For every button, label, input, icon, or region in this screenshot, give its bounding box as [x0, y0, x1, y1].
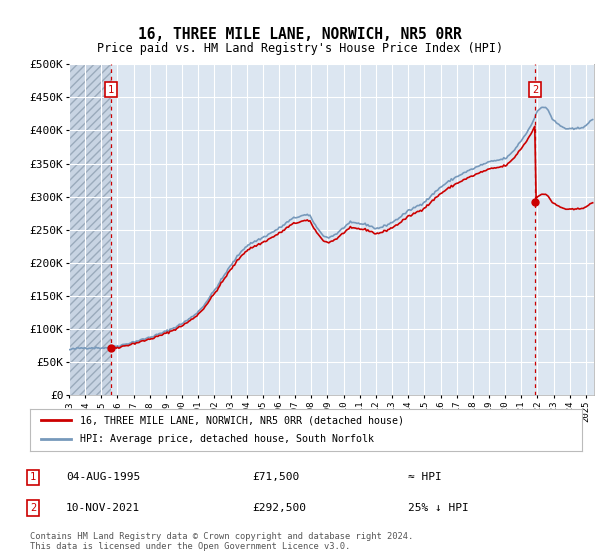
Text: 2: 2: [30, 503, 36, 513]
Text: 16, THREE MILE LANE, NORWICH, NR5 0RR: 16, THREE MILE LANE, NORWICH, NR5 0RR: [138, 27, 462, 42]
Text: 16, THREE MILE LANE, NORWICH, NR5 0RR (detached house): 16, THREE MILE LANE, NORWICH, NR5 0RR (d…: [80, 415, 404, 425]
Text: 2: 2: [532, 85, 538, 95]
Text: £71,500: £71,500: [252, 472, 299, 482]
Text: 10-NOV-2021: 10-NOV-2021: [66, 503, 140, 513]
Text: 04-AUG-1995: 04-AUG-1995: [66, 472, 140, 482]
Text: 25% ↓ HPI: 25% ↓ HPI: [408, 503, 469, 513]
Text: Contains HM Land Registry data © Crown copyright and database right 2024.
This d: Contains HM Land Registry data © Crown c…: [30, 532, 413, 552]
Text: ≈ HPI: ≈ HPI: [408, 472, 442, 482]
Text: 1: 1: [107, 85, 114, 95]
Text: 1: 1: [30, 472, 36, 482]
Text: HPI: Average price, detached house, South Norfolk: HPI: Average price, detached house, Sout…: [80, 435, 374, 445]
Bar: [69, 64, 111, 395]
Text: Price paid vs. HM Land Registry's House Price Index (HPI): Price paid vs. HM Land Registry's House …: [97, 42, 503, 55]
Text: £292,500: £292,500: [252, 503, 306, 513]
